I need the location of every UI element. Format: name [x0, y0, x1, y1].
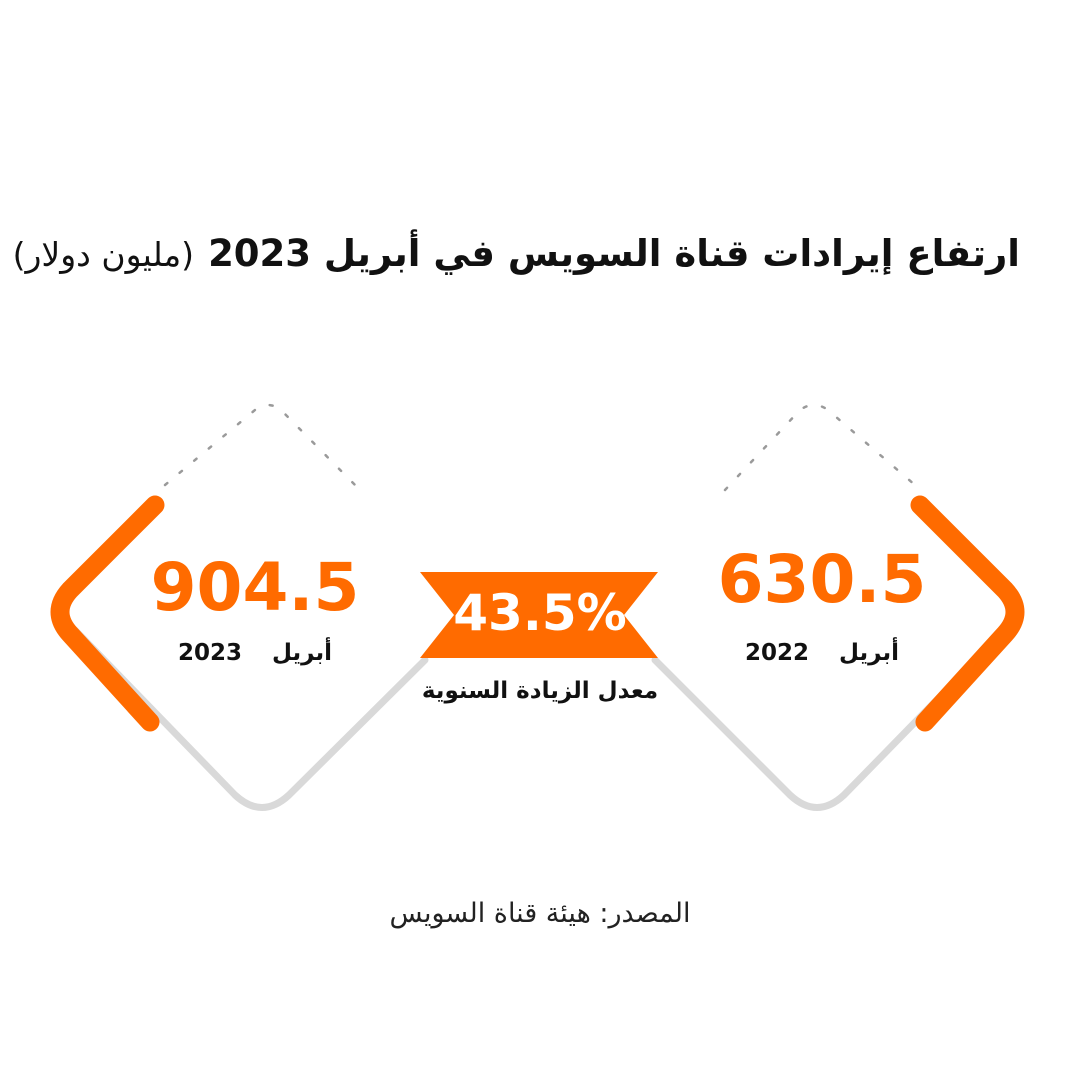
left-orange-bracket: [50, 495, 165, 732]
title-unit: (مليون دولار): [12, 235, 195, 274]
right-orange-bracket: [910, 495, 1025, 732]
value-2022: 630.5: [717, 541, 927, 618]
label-2022: أبريل 2022: [722, 640, 922, 666]
year-2022: 2022: [744, 640, 809, 666]
value-2023: 904.5: [150, 549, 360, 626]
growth-value: 43.5%: [453, 584, 627, 642]
right-diamond-dotted-outline: [723, 403, 917, 492]
growth-label: معدل الزيادة السنوية: [421, 678, 659, 704]
month-2022: أبريل: [839, 640, 899, 666]
right-diamond-shadow: [651, 626, 1009, 811]
label-2023: أبريل 2023: [155, 640, 355, 666]
growth-ribbon: [420, 572, 658, 658]
left-diamond-dotted-outline: [163, 403, 362, 492]
left-diamond-shadow: [71, 626, 429, 811]
page-title: ارتفاع إيرادات قناة السويس في أبريل 2023…: [13, 232, 1020, 275]
source-note: المصدر: هيئة قناة السويس: [389, 898, 691, 929]
title-text: ارتفاع إيرادات قناة السويس في أبريل 2023: [208, 232, 1020, 275]
year-2023: 2023: [177, 640, 242, 666]
month-2023: أبريل: [272, 640, 332, 666]
